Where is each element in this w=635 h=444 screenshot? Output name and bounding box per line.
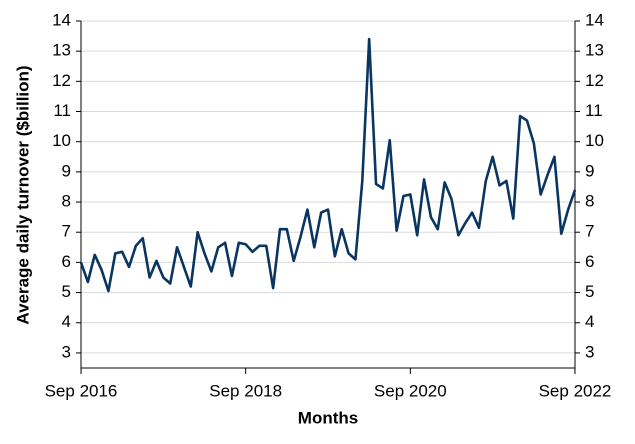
y-tick-label: 8 <box>62 192 71 211</box>
y-tick-label: 11 <box>53 101 71 120</box>
y2-tick-label: 7 <box>585 222 594 241</box>
x-tick-label: Sep 2020 <box>374 381 447 400</box>
y-tick-label: 4 <box>62 312 71 331</box>
x-axis-title: Months <box>298 408 358 427</box>
y2-tick-label: 11 <box>585 101 603 120</box>
y-tick-label: 14 <box>52 10 71 29</box>
y2-tick-label: 6 <box>585 252 594 271</box>
y2-tick-label: 4 <box>585 312 594 331</box>
line <box>79 37 577 293</box>
y-tick-label: 12 <box>52 71 71 90</box>
y-tick-label: 13 <box>52 41 71 60</box>
y2-tick-label: 12 <box>585 71 604 90</box>
y-tick-label: 10 <box>52 131 71 150</box>
y2-tick-label: 5 <box>585 282 594 301</box>
x-tick-label: Sep 2022 <box>539 381 612 400</box>
y-tick-label: 6 <box>62 252 71 271</box>
y-axis-title: Average daily turnover ($billion) <box>13 65 32 324</box>
y2-tick-label: 3 <box>585 342 594 361</box>
y2-tick-label: 13 <box>585 41 604 60</box>
y-tick-label: 7 <box>62 222 71 241</box>
y-tick-label: 3 <box>62 342 71 361</box>
y2-tick-label: 8 <box>585 192 594 211</box>
x-tick-label: Sep 2016 <box>45 381 118 400</box>
y2-tick-label: 10 <box>585 131 604 150</box>
x-tick-label: Sep 2018 <box>209 381 282 400</box>
y2-tick-label: 14 <box>585 10 604 29</box>
y2-tick-label: 9 <box>585 161 594 180</box>
y-tick-label: 9 <box>62 161 71 180</box>
y-tick-label: 5 <box>62 282 71 301</box>
